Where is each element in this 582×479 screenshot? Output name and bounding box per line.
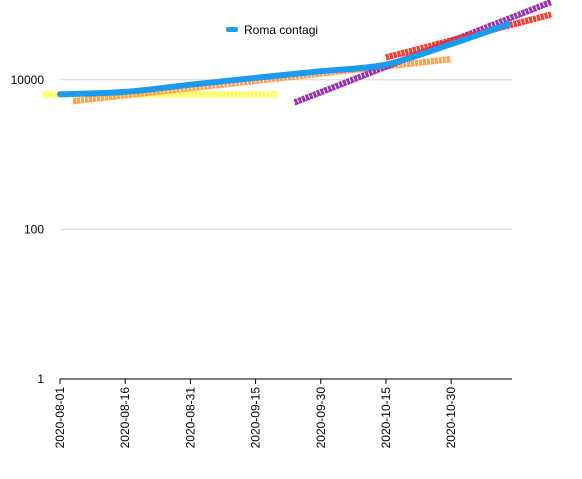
legend-label: Roma contagi — [244, 23, 318, 37]
x-tick-labels: 2020-08-01 2020-08-16 2020-08-31 2020-09-15… — [53, 387, 458, 449]
trend-line-edge — [72, 60, 452, 105]
y-tick-label: 1 — [37, 372, 44, 386]
x-tick-label: 2020-09-30 — [314, 387, 328, 449]
trend-lines — [42, 0, 553, 106]
y-tick-label: 10000 — [11, 73, 45, 87]
y-tick-labels: 1 100 10000 — [11, 73, 45, 386]
trend-line-edge — [294, 0, 552, 102]
axes — [59, 378, 512, 384]
x-tick-label: 2020-08-31 — [183, 387, 197, 449]
legend: Roma contagi — [226, 23, 318, 37]
grid — [60, 79, 512, 230]
trend-line-edge — [294, 3, 552, 106]
x-tick-label: 2020-08-16 — [118, 387, 132, 449]
x-tick-label: 2020-08-01 — [53, 387, 67, 449]
x-tick-label: 2020-10-15 — [379, 387, 393, 449]
x-tick-label: 2020-10-30 — [444, 387, 458, 449]
series-layer — [57, 21, 511, 98]
series-line — [57, 21, 511, 98]
x-tick-label: 2020-09-15 — [249, 387, 263, 449]
legend-swatch — [226, 27, 238, 32]
y-tick-label: 100 — [24, 222, 44, 236]
